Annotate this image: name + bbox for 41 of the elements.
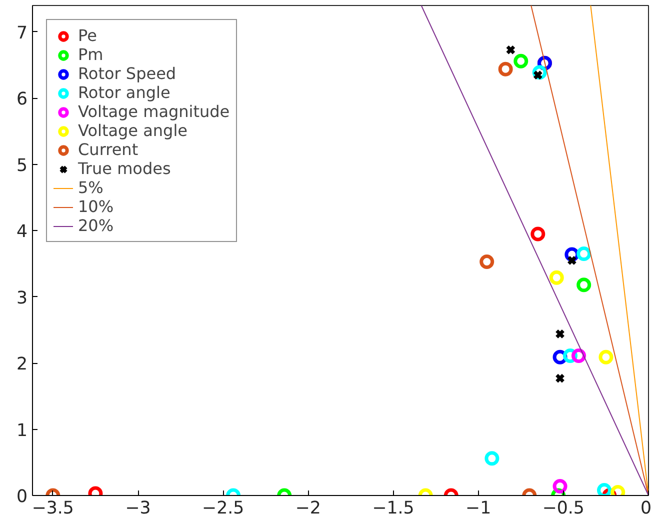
legend-label: True modes [78, 159, 171, 178]
point [566, 256, 577, 266]
point [597, 482, 612, 496]
x-tick-label: 0 [640, 498, 651, 518]
x-tick-label: −0.5 [542, 498, 584, 518]
y-tick-label: 7 [16, 23, 28, 44]
x-tick-label: −1.5 [372, 498, 414, 518]
legend-label: 20% [78, 216, 114, 235]
x-tick-label: −2 [295, 498, 321, 518]
point [576, 246, 592, 262]
y-tick-label: 2 [16, 354, 28, 375]
point [514, 54, 528, 68]
legend-label: Voltage angle [78, 121, 188, 140]
x-tick-label: −3.5 [32, 498, 74, 518]
legend-label: Current [78, 140, 138, 159]
legend-label: Voltage magnitude [78, 102, 230, 121]
y-tick-label: 4 [16, 222, 28, 242]
legend-label: 10% [78, 197, 114, 216]
x-tick-label: −1 [466, 498, 492, 518]
legend-label: Pm [78, 45, 104, 64]
legend-label: Rotor Speed [78, 64, 176, 83]
point [484, 451, 500, 466]
point [576, 278, 592, 292]
legend-label: Rotor angle [78, 83, 170, 102]
y-tick-label: 5 [16, 156, 28, 176]
x-tick-label: −3 [125, 498, 151, 518]
point [498, 62, 513, 76]
point [555, 329, 565, 339]
x-tick-label: −2.5 [202, 498, 244, 518]
y-tick-label: 3 [16, 288, 28, 308]
point [552, 478, 568, 494]
point [549, 270, 564, 285]
point [530, 226, 546, 242]
point [506, 44, 516, 55]
point [598, 350, 614, 364]
legend-label: Pe [78, 26, 98, 45]
legend-label: 5% [78, 178, 104, 197]
y-tick-label: 6 [16, 90, 28, 110]
y-tick-label: 1 [16, 420, 28, 441]
point [480, 254, 494, 269]
point [555, 373, 565, 384]
